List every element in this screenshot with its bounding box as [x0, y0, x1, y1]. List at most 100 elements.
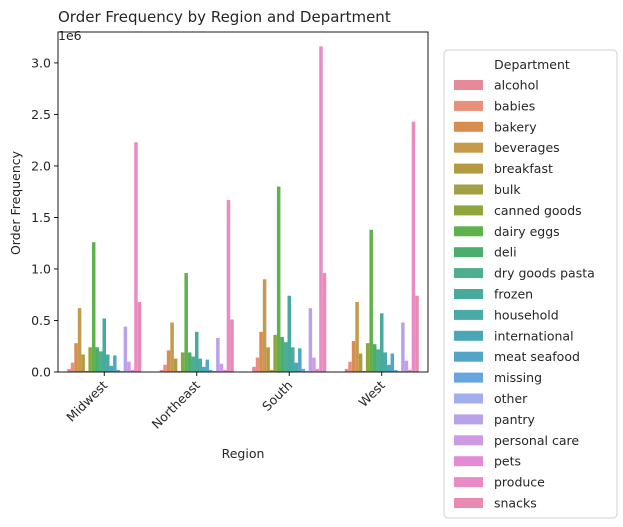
legend-swatch: [454, 121, 483, 132]
x-tick-label: Northeast: [149, 377, 203, 431]
bar-west-breakfast: [358, 353, 363, 372]
bar-west-dairy-eggs: [369, 229, 373, 372]
bar-midwest-dairy-eggs: [91, 242, 96, 372]
legend-label: meat seafood: [494, 349, 580, 364]
bar-northeast-bakery: [166, 350, 171, 372]
bar-northeast-international: [202, 366, 206, 372]
bar-northeast-household: [198, 358, 203, 372]
legend-label: produce: [494, 475, 545, 490]
bar-south-babies: [255, 357, 260, 372]
bar-northeast-frozen: [194, 331, 199, 372]
legend-swatch: [454, 289, 483, 299]
bar-west-pets: [408, 369, 412, 372]
bar-northeast-dry-goods-pasta: [191, 356, 195, 372]
legend-label: personal care: [494, 433, 579, 448]
bar-midwest-other: [120, 370, 124, 372]
legend-title: Department: [494, 57, 570, 72]
bar-northeast-canned-goods: [180, 352, 185, 372]
x-tick-label: Midwest: [63, 377, 110, 424]
y-offset-label: 1e6: [58, 28, 82, 43]
chart-title: Order Frequency by Region and Department: [58, 8, 391, 26]
legend-swatch: [454, 247, 483, 258]
bar-south-international: [294, 362, 299, 372]
bar-northeast-breakfast: [173, 358, 178, 372]
legend-swatch: [454, 393, 483, 404]
y-axis-label: Order Frequency: [8, 150, 23, 255]
bar-south-personal-care: [312, 357, 316, 372]
bar-northeast-produce: [226, 199, 231, 372]
bar-midwest-babies: [70, 362, 75, 372]
legend-label: bulk: [494, 182, 521, 197]
legend-label: dry goods pasta: [494, 266, 595, 281]
bar-midwest-personal-care: [127, 361, 131, 372]
bar-northeast-dairy-eggs: [184, 273, 188, 372]
legend-frame: [443, 49, 618, 519]
legend-swatch: [454, 414, 483, 425]
bar-midwest-dry-goods-pasta: [98, 351, 103, 372]
bar-midwest-pantry: [123, 326, 128, 372]
bar-south-snacks: [322, 273, 327, 372]
bar-midwest-missing: [116, 369, 121, 372]
bar-northeast-other: [212, 370, 217, 372]
legend-swatch: [454, 184, 483, 195]
bar-south-beverages: [262, 279, 267, 372]
y-tick-label: 2.5: [31, 107, 51, 122]
bar-west-international: [387, 364, 391, 372]
bar-south-breakfast: [266, 347, 270, 372]
legend-label: snacks: [494, 496, 537, 511]
bar-west-beverages: [355, 301, 359, 372]
bar-south-alcohol: [252, 366, 256, 372]
legend-label: frozen: [494, 287, 533, 302]
bar-west-bulk: [362, 370, 366, 372]
legend-swatch: [454, 226, 483, 237]
plot-frame: [57, 31, 429, 373]
bar-south-frozen: [287, 295, 292, 372]
bar-midwest-international: [109, 365, 114, 372]
legend-swatch: [454, 351, 483, 362]
bar-west-bakery: [351, 341, 356, 372]
bar-south-missing: [301, 368, 306, 372]
bar-west-babies: [348, 361, 352, 372]
legend-label: household: [494, 307, 559, 322]
bar-northeast-babies: [163, 364, 167, 372]
bar-northeast-meat-seafood: [205, 359, 210, 372]
bar-northeast-pets: [223, 369, 227, 372]
bar-south-household: [291, 347, 295, 372]
bar-midwest-bakery: [74, 343, 78, 372]
bar-midwest-beverages: [77, 308, 82, 372]
legend: Department alcohol babies bakery beverages b…: [443, 49, 618, 519]
y-tick-label: 1.0: [31, 261, 51, 276]
bar-west-alcohol: [344, 368, 349, 372]
y-axis: 0.0 0.5 1.0 1.5 2.0 2.5 3.0: [31, 55, 58, 380]
x-tick-label: West: [356, 377, 388, 409]
x-tick-label: South: [259, 378, 295, 414]
bar-northeast-alcohol: [159, 369, 164, 372]
legend-label: international: [494, 328, 574, 343]
bar-west-pantry: [401, 322, 405, 372]
legend-swatch: [454, 268, 483, 279]
legend-label: deli: [494, 245, 517, 260]
legend-swatch: [454, 205, 483, 216]
legend-swatch: [454, 163, 483, 174]
legend-label: pantry: [494, 412, 536, 427]
bar-west-snacks: [415, 295, 419, 372]
bar-south-produce: [319, 46, 323, 373]
bar-west-household: [383, 352, 388, 372]
legend-label: dairy eggs: [494, 224, 560, 239]
bar-midwest-snacks: [137, 301, 142, 372]
legend-swatch: [454, 100, 483, 111]
legend-swatch: [454, 498, 483, 508]
bar-west-personal-care: [404, 360, 409, 372]
bar-west-dry-goods-pasta: [376, 349, 380, 372]
bar-midwest-meat-seafood: [113, 355, 117, 372]
bar-south-canned-goods: [273, 334, 277, 372]
y-tick-label: 3.0: [31, 55, 51, 70]
y-tick-label: 1.5: [31, 210, 51, 225]
legend-label: beverages: [494, 140, 560, 155]
legend-swatch: [454, 372, 483, 383]
y-tick-label: 0.0: [31, 365, 51, 380]
bar-midwest-canned-goods: [88, 347, 92, 372]
bar-south-pets: [315, 368, 320, 372]
legend-label: pets: [494, 454, 521, 469]
